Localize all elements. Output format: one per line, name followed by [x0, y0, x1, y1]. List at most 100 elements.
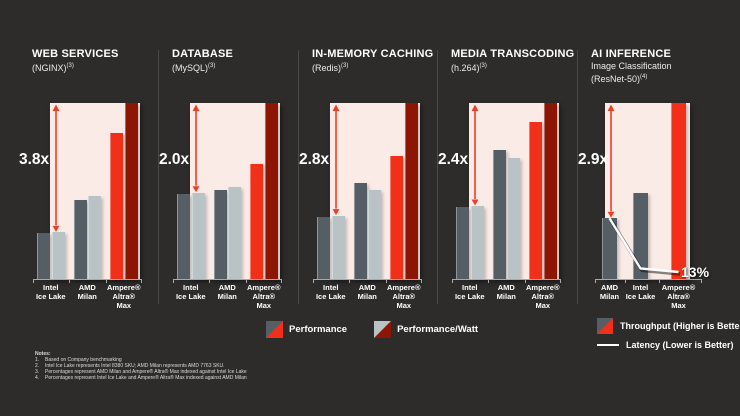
- category-label-line: AMD: [600, 283, 619, 292]
- performance-watt-bar: [507, 158, 520, 279]
- category-label: Intel Ice Lake: [446, 283, 494, 301]
- panel-subtitle: Image Classification: [591, 61, 672, 71]
- speedup-arrow-icon: [332, 104, 340, 216]
- legend-label: Latency (Lower is Better): [626, 340, 734, 350]
- panel-subtitle: (ResNet-50)(4): [591, 74, 648, 84]
- category-label-line: Milan: [496, 292, 516, 301]
- speedup-arrow-icon: [52, 104, 60, 232]
- category-label-line: Ampere®: [247, 283, 281, 292]
- performance-swatch-icon: [266, 321, 283, 338]
- category-label-line: AMD: [78, 283, 96, 292]
- panel-title: IN-MEMORY CACHING: [312, 48, 434, 60]
- axis-tick: [33, 279, 34, 283]
- category-label-line: Milan: [77, 292, 97, 301]
- chart-overlay: [52, 104, 60, 232]
- category-label: Ampere® Altra® Max: [240, 283, 288, 310]
- panel-subtitle: (NGINX)(3): [32, 63, 74, 73]
- category-label-line: Max: [396, 301, 412, 310]
- x-axis: [313, 279, 421, 280]
- category-label-line: AMD: [358, 283, 376, 292]
- performance-bar: [110, 133, 123, 279]
- category-label: Ampere® Altra® Max: [519, 283, 567, 310]
- panel-database: DATABASE (MySQL)(3) 2.0x Intel Ice Lake AMD Mi…: [158, 46, 298, 336]
- footnote-item: 4. Percentages represent Intel Ice Lake a…: [35, 375, 455, 381]
- legend-right: Throughput (Higher is Better) Latency (L…: [597, 318, 740, 356]
- footnote-number: 4.: [35, 375, 40, 381]
- x-axis: [452, 279, 560, 280]
- multiplier-label: 2.9x: [578, 151, 609, 168]
- axis-tick: [488, 279, 489, 283]
- panel-title: MEDIA TRANSCODING: [451, 48, 575, 60]
- category-label-line: Milan: [357, 292, 377, 301]
- category-label-line: Intel: [323, 283, 339, 292]
- multiplier-label: 2.0x: [159, 151, 190, 168]
- category-label-line: Altra®: [392, 292, 416, 301]
- performance-per-watt-swatch-icon: [374, 321, 392, 338]
- performance-watt-bar: [228, 187, 241, 279]
- axis-tick: [625, 279, 626, 283]
- footnote-marker: (3): [66, 63, 74, 69]
- performance-bar: [317, 217, 330, 279]
- axis-tick: [560, 279, 561, 283]
- category-label-line: Altra®: [531, 292, 555, 301]
- category-label-line: Ice Lake: [454, 292, 485, 301]
- category-label: Ampere® Altra® Max: [655, 283, 703, 310]
- axis-tick: [349, 279, 350, 283]
- axis-tick: [701, 279, 702, 283]
- category-label: AMD Milan: [343, 283, 391, 301]
- axis-tick: [281, 279, 282, 283]
- chart-overlay: [332, 104, 340, 216]
- category-label-line: Intel: [632, 283, 649, 292]
- performance-bar: [390, 156, 403, 279]
- panel-media-transcoding: MEDIA TRANSCODING (h.264)(3) 2.4x Intel Ice …: [437, 46, 577, 336]
- footnotes: Notes: 1. Based on Company benchmarking 2.…: [35, 351, 455, 381]
- category-label-line: Milan: [599, 292, 620, 301]
- panel-subtitle: (h.264)(3): [451, 63, 487, 73]
- latency-line: [608, 217, 681, 276]
- category-label-line: Ampere®: [526, 283, 560, 292]
- category-label: Intel Ice Lake: [617, 283, 665, 301]
- category-label: Ampere® Altra® Max: [100, 283, 148, 310]
- chart-area: 13%: [577, 103, 717, 283]
- throughput-bar: [671, 103, 686, 279]
- footnote-text: Intel Ice Lake represents Intel 8380 SKU…: [45, 363, 225, 369]
- category-label: Intel Ice Lake: [27, 283, 75, 301]
- legend-bottom: Performance Performance/Watt: [266, 321, 478, 338]
- performance-watt-bar: [331, 216, 345, 279]
- axis-tick: [452, 279, 453, 283]
- chart-overlay: [607, 104, 681, 276]
- panel-title: WEB SERVICES: [32, 48, 119, 60]
- performance-bar: [529, 122, 542, 279]
- category-label-line: Ice Lake: [35, 292, 66, 301]
- x-axis: [173, 279, 281, 280]
- footnote-item: 3. Percentages represent AMD Milan and Am…: [35, 369, 455, 375]
- speedup-arrow-icon: [607, 104, 615, 218]
- chart-area: [298, 103, 438, 283]
- category-label-line: Altra®: [112, 292, 136, 301]
- performance-watt-bar: [191, 193, 205, 279]
- category-label: Intel Ice Lake: [167, 283, 215, 301]
- chart-overlay: [471, 104, 479, 206]
- category-label: Intel Ice Lake: [307, 283, 355, 301]
- category-label-line: AMD: [218, 283, 236, 292]
- category-label-line: Max: [671, 301, 686, 310]
- category-label-line: Ice Lake: [175, 292, 206, 301]
- panel-title: AI INFERENCE: [591, 48, 672, 60]
- multiplier-label: 2.8x: [299, 151, 330, 168]
- x-axis: [595, 279, 701, 280]
- throughput-bar: [602, 218, 617, 279]
- chart-area: [158, 103, 298, 283]
- performance-bar: [37, 233, 50, 279]
- performance-watt-bar: [264, 103, 278, 279]
- footnote-marker: (4): [640, 74, 648, 80]
- category-label-line: Ice Lake: [315, 292, 346, 301]
- legend-label: Performance: [289, 324, 348, 335]
- performance-watt-bar: [51, 232, 65, 279]
- category-label: AMD Milan: [482, 283, 530, 301]
- chart-area: [18, 103, 158, 283]
- chart-area: [437, 103, 577, 283]
- performance-bar: [177, 194, 190, 279]
- latency-percent-label: 13%: [681, 263, 710, 280]
- footnote-marker: (3): [208, 63, 216, 69]
